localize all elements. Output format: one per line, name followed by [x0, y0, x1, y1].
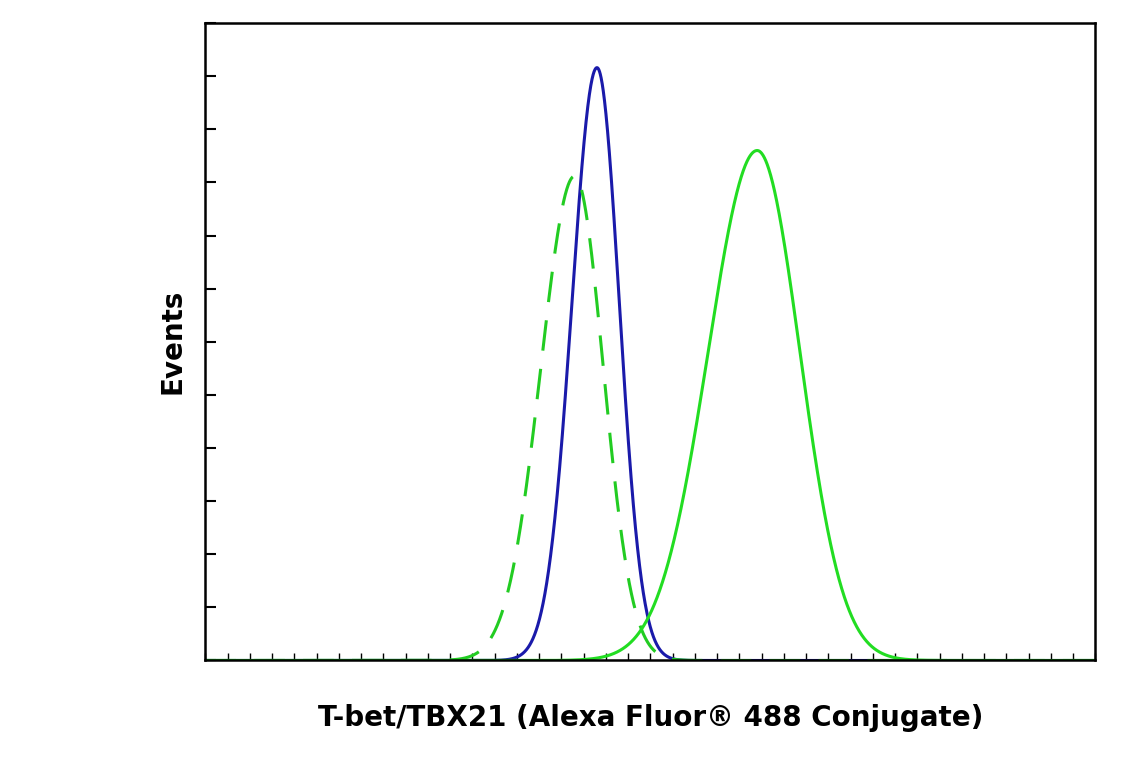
Y-axis label: Events: Events [159, 289, 187, 395]
Text: T-bet/TBX21 (Alexa Fluor® 488 Conjugate): T-bet/TBX21 (Alexa Fluor® 488 Conjugate) [317, 704, 984, 732]
